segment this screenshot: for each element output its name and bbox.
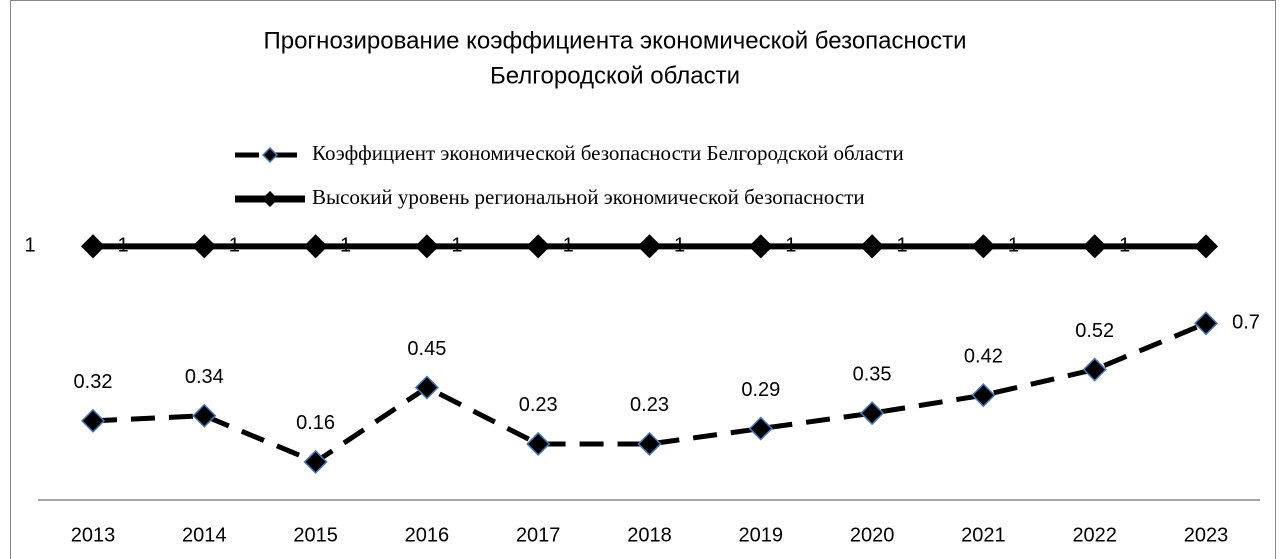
series-line — [92, 321, 1207, 465]
x-tick-label: 2017 — [516, 524, 561, 546]
data-label: 0.45 — [407, 338, 446, 360]
legend-label: Высокий уровень региональной экономическ… — [312, 185, 865, 209]
marker — [414, 234, 439, 259]
marker — [637, 234, 662, 259]
marker — [971, 234, 996, 259]
data-label: 0.23 — [630, 394, 669, 416]
marker — [1082, 357, 1107, 382]
marker — [192, 403, 217, 428]
data-label: 1 — [674, 235, 685, 257]
x-tick-label: 2021 — [961, 524, 1006, 546]
x-tick-label: 2018 — [627, 524, 672, 546]
data-label: 0.34 — [185, 366, 224, 388]
marker — [80, 234, 106, 259]
data-label: 1 — [785, 235, 796, 257]
marker — [80, 408, 106, 433]
data-label: 1 — [1008, 235, 1019, 257]
data-label: 0.42 — [964, 345, 1003, 367]
marker — [414, 375, 439, 400]
x-tick-label: 2015 — [293, 524, 338, 546]
data-label: 0.35 — [853, 363, 892, 385]
x-tick-label: 2020 — [850, 524, 895, 546]
legend-marker — [261, 146, 279, 164]
marker — [971, 383, 996, 408]
marker — [748, 234, 773, 259]
marker — [1193, 311, 1219, 336]
data-label: 0.52 — [1075, 320, 1114, 342]
marker — [526, 234, 551, 259]
x-tick-label: 2013 — [71, 524, 116, 546]
chart-frame — [10, 0, 1276, 559]
x-tick-label: 2019 — [739, 524, 784, 546]
marker — [303, 449, 328, 474]
marker — [860, 234, 885, 259]
x-tick-label: 2016 — [405, 524, 450, 546]
data-label: 1 — [229, 235, 240, 257]
chart-title: Белгородской области — [490, 62, 740, 89]
marker — [526, 431, 551, 457]
data-label: 0.23 — [519, 394, 558, 416]
data-label: 1 — [897, 235, 908, 257]
data-label: 0.7 — [1232, 312, 1260, 334]
x-tick-label: 2023 — [1184, 524, 1229, 546]
data-label: 1 — [117, 235, 128, 257]
data-label: 1 — [1119, 235, 1130, 257]
marker — [303, 234, 328, 259]
data-label: 0.16 — [296, 412, 335, 434]
data-label: 0.29 — [741, 379, 780, 401]
marker — [192, 234, 217, 259]
legend-marker — [261, 190, 279, 208]
marker — [1193, 234, 1219, 259]
y-tick-label: 1 — [24, 235, 35, 257]
data-label: 0.32 — [74, 371, 113, 393]
x-tick-label: 2022 — [1072, 524, 1117, 546]
data-label: 1 — [451, 235, 462, 257]
data-label: 1 — [563, 235, 574, 257]
marker — [860, 401, 885, 426]
chart-title: Прогнозирование коэффициента экономическ… — [263, 27, 966, 54]
marker — [1082, 234, 1107, 259]
x-tick-label: 2014 — [182, 524, 227, 546]
marker — [637, 431, 662, 457]
data-label: 1 — [340, 235, 351, 257]
marker — [748, 416, 773, 441]
legend-label: Коэффициент экономической безопасности Б… — [312, 141, 904, 165]
